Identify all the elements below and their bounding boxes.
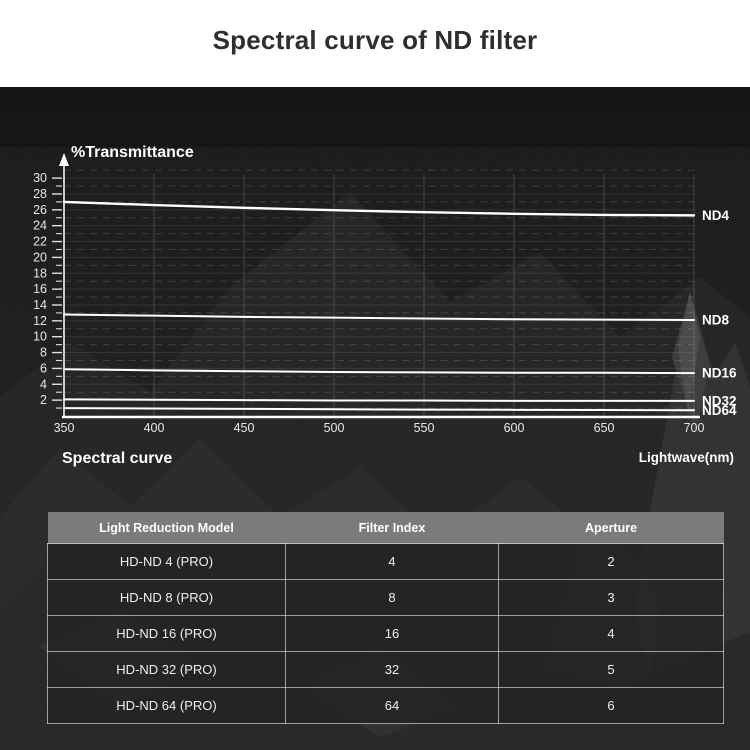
table-cell: HD-ND 64 (PRO) [47,687,286,724]
y-tick-label: 6 [40,361,47,375]
series-label-ND4: ND4 [702,208,729,223]
table-cell: 2 [498,543,724,580]
y-tick-label: 24 [33,219,47,233]
x-tick-label: 700 [684,421,705,435]
nd-table: Light Reduction Model Filter Index Apertur… [47,512,724,724]
series-line-ND8 [63,313,695,322]
column-header: Light Reduction Model [47,512,286,544]
table-cell: 32 [285,651,499,688]
table-cell: HD-ND 4 (PRO) [47,543,286,580]
table-cell: 5 [498,651,724,688]
table-cell: HD-ND 16 (PRO) [47,615,286,652]
table-cell: HD-ND 32 (PRO) [47,651,286,688]
series-line-ND32 [63,398,695,402]
y-tick-label: 30 [33,171,47,185]
column-header: Filter Index [285,512,499,544]
y-tick-label: 12 [33,314,47,328]
y-tick-label: 4 [40,377,47,391]
chart-title: %Transmittance [71,144,194,161]
x-tick-label: 500 [324,421,345,435]
series-line-ND4 [62,200,696,217]
x-tick-label: 400 [144,421,165,435]
y-tick-label: 28 [33,187,47,201]
x-tick-label: 600 [504,421,525,435]
nd-filter-table: Light Reduction Model Filter Index Apertur… [47,512,724,724]
series-label-ND64: ND64 [702,403,737,418]
table-row: HD-ND 16 (PRO) 16 4 [47,615,724,652]
chart-stage: 2 4 6 8 10 12 14 16 18 20 22 24 26 28 30 350 400 450 500 55… [0,87,750,750]
table-header-row: Light Reduction Model Filter Index Apertur… [47,512,724,544]
series-line-ND64 [63,407,695,412]
table-cell: 64 [285,687,499,724]
series-line-ND16 [63,368,695,375]
table-row: HD-ND 4 (PRO) 4 2 [47,543,724,580]
table-cell: HD-ND 8 (PRO) [47,579,286,616]
page-header: Spectral curve of ND filter [0,0,750,87]
series-label-ND32: ND32 [702,393,737,408]
y-tick-label: 20 [33,250,47,264]
table-cell: 4 [498,615,724,652]
x-axis-label: Lightwave(nm) [639,450,734,465]
x-tick-label: 350 [54,421,75,435]
y-tick-label: 26 [33,203,47,217]
table-row: HD-ND 64 (PRO) 64 6 [47,687,724,724]
y-tick-label: 18 [33,266,47,280]
series-label-ND16: ND16 [702,366,737,381]
y-tick-label: 16 [33,282,47,296]
x-tick-label: 550 [414,421,435,435]
y-tick-label: 10 [33,330,47,344]
table-cell: 3 [498,579,724,616]
series-label-ND8: ND8 [702,313,729,328]
x-tick-label: 650 [594,421,615,435]
table-cell: 16 [285,615,499,652]
table-cell: 4 [285,543,499,580]
y-tick-label: 22 [33,235,47,249]
y-axis-arrow-icon [59,153,69,166]
table-row: HD-ND 8 (PRO) 8 3 [47,579,724,616]
table-row: HD-ND 32 (PRO) 32 5 [47,651,724,688]
table-cell: 6 [498,687,724,724]
chart-corner-label: Spectral curve [62,450,172,467]
y-tick-label: 14 [33,298,47,312]
table-cell: 8 [285,579,499,616]
page-title: Spectral curve of ND filter [212,25,538,55]
y-tick-label: 8 [40,346,47,360]
x-tick-label: 450 [234,421,255,435]
column-header: Aperture [498,512,724,544]
y-tick-label: 2 [40,393,47,407]
